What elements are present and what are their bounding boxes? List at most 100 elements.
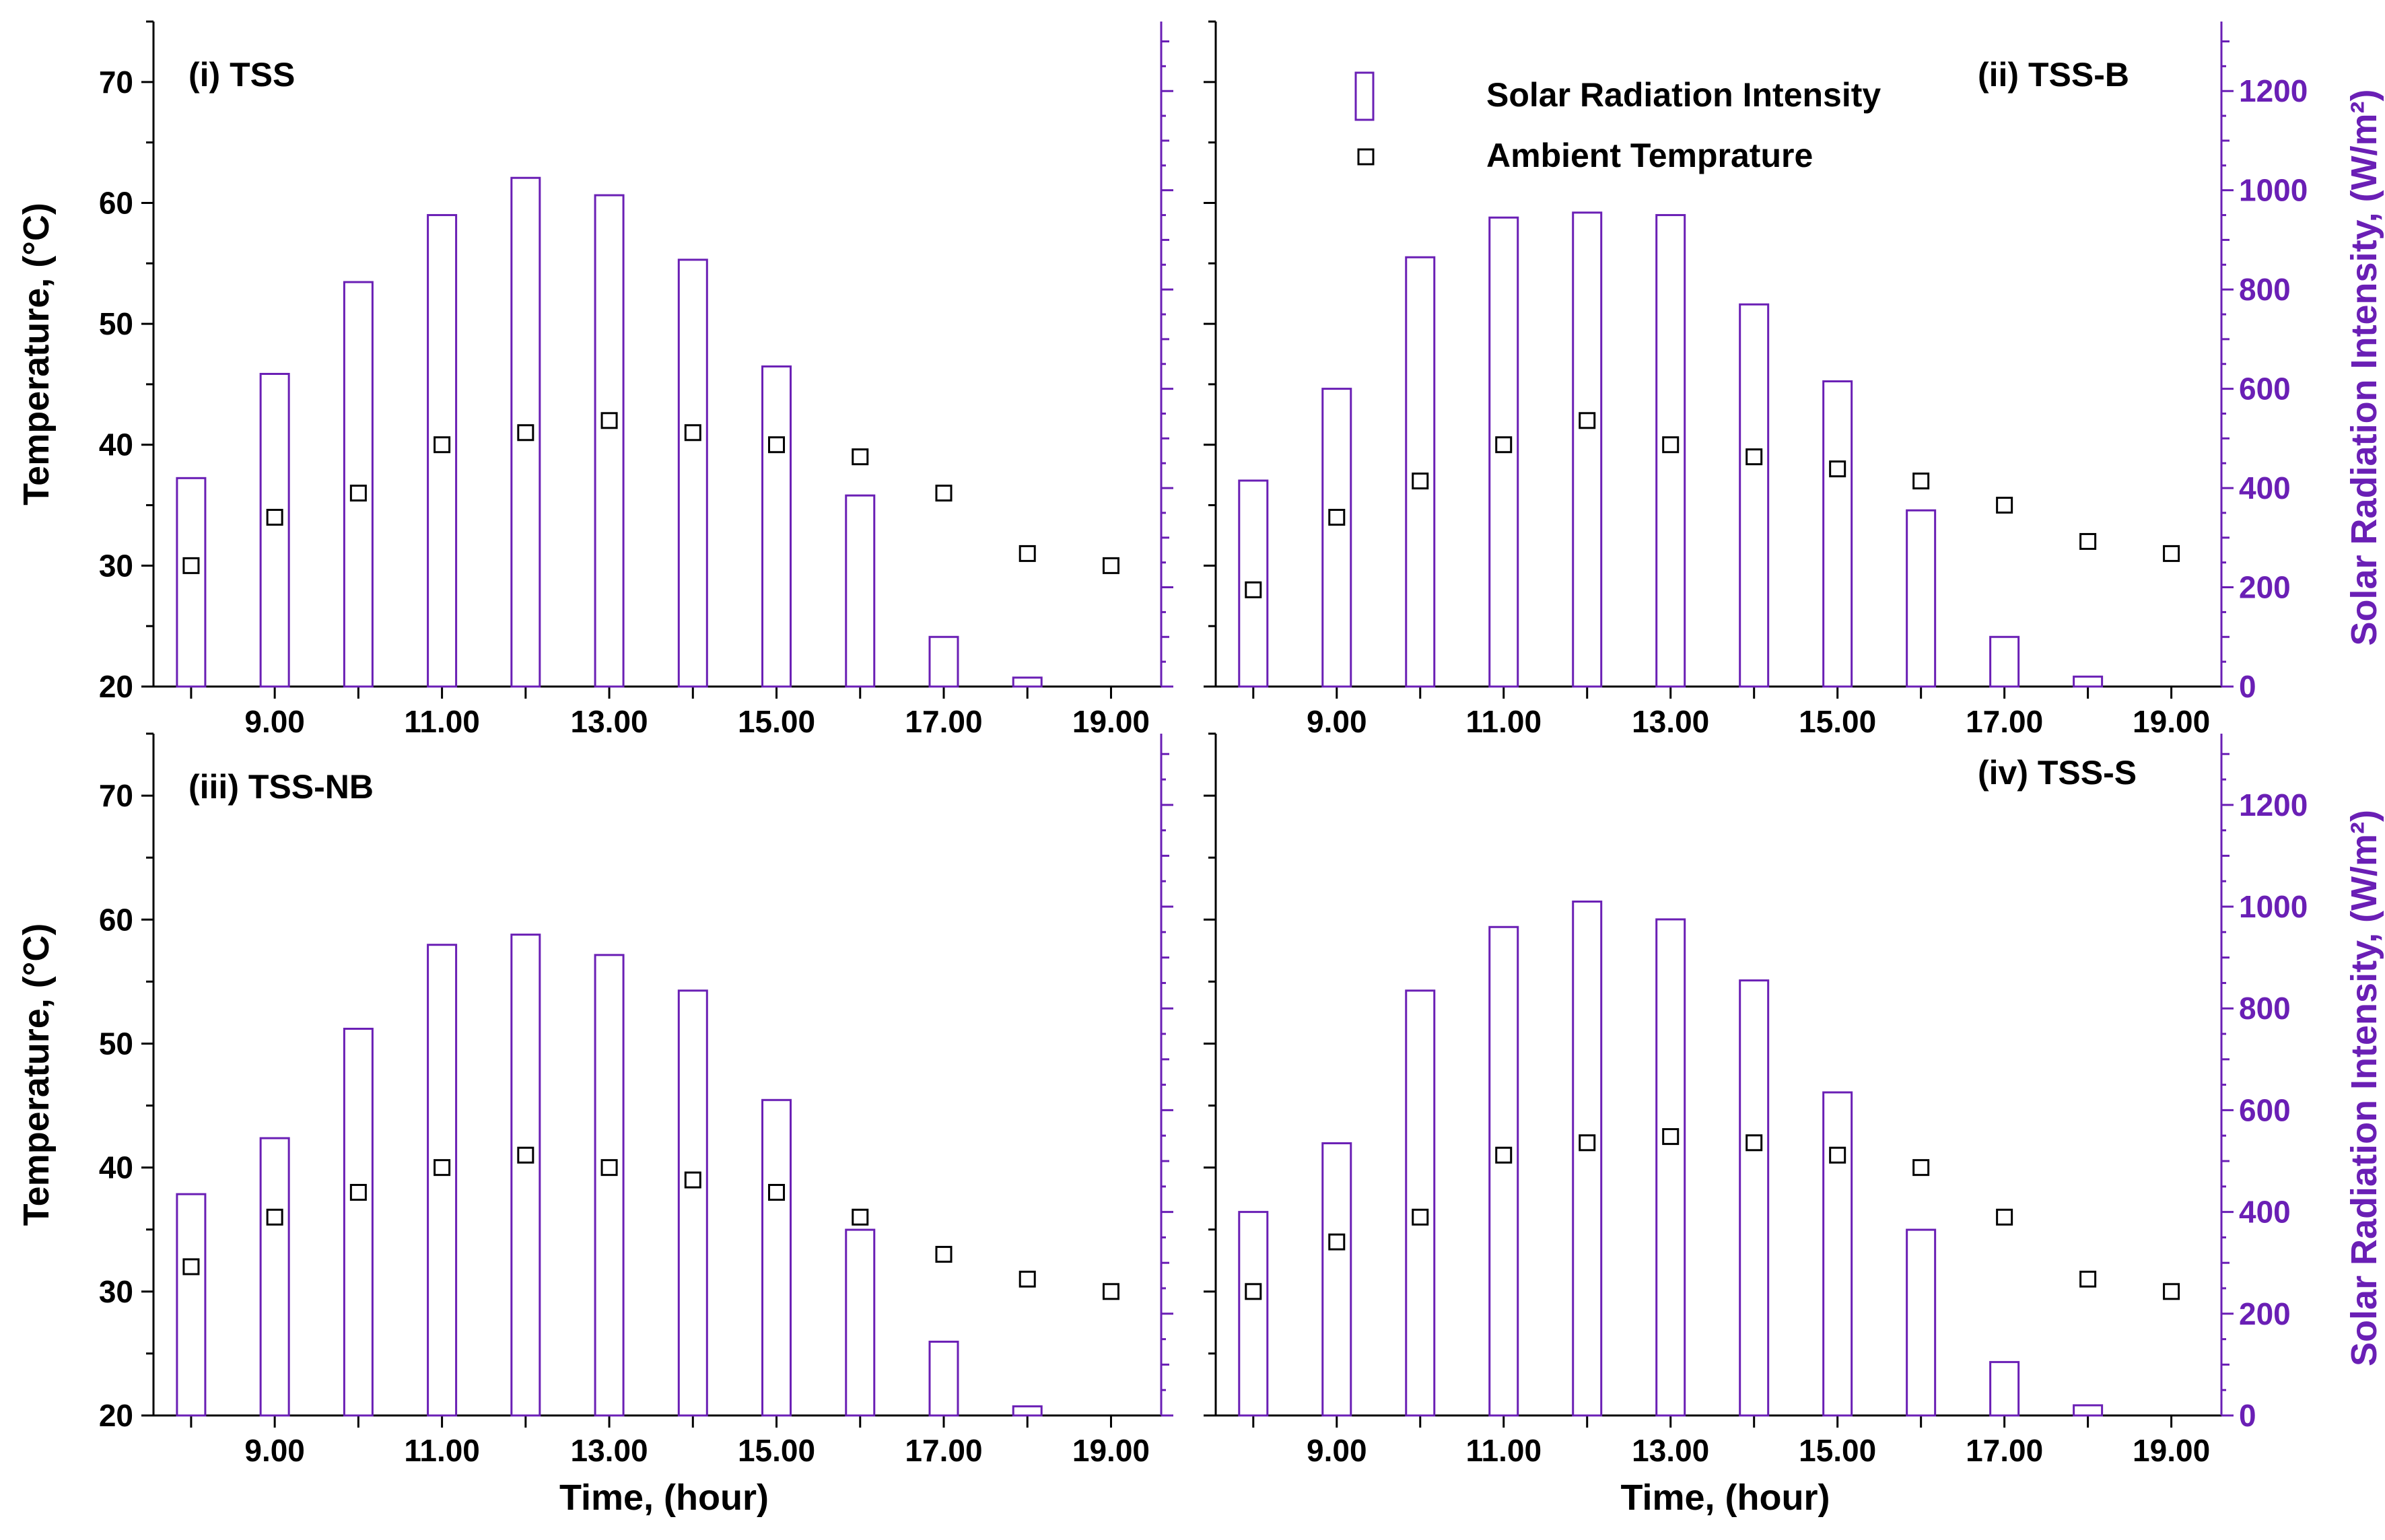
solar-bar	[176, 1193, 207, 1417]
temperature-marker	[935, 1246, 953, 1263]
temperature-marker	[182, 557, 200, 574]
temperature-marker	[768, 436, 786, 454]
solar-bar	[928, 1340, 959, 1417]
temperature-marker	[266, 1208, 283, 1226]
solar-bar	[1321, 1142, 1352, 1417]
solar-bar	[1405, 256, 1436, 688]
temperature-marker	[1912, 1159, 1930, 1177]
solar-bar	[427, 214, 458, 688]
panel-label: (iii) TSS-NB	[188, 768, 374, 806]
solar-bar	[1488, 216, 1519, 688]
solar-bar	[1739, 979, 1770, 1417]
temperature-marker	[1245, 581, 1262, 598]
solar-bar	[845, 494, 876, 688]
y-tick-label: 20	[99, 1398, 133, 1433]
y2-tick-label: 0	[2239, 669, 2256, 704]
y2-tick-label: 600	[2239, 1092, 2291, 1127]
temperature-marker	[1662, 1128, 1680, 1146]
temperature-marker	[2079, 532, 2097, 550]
temperature-marker	[1745, 448, 1763, 466]
temperature-marker	[517, 1146, 534, 1164]
temperature-marker	[2163, 545, 2180, 562]
y2-tick-label: 1000	[2239, 889, 2308, 924]
chart-panel-3: 20 30 40 50 60 70 9.00 11.00 13.00 15.00 17.00 19.0…	[16, 732, 1173, 1518]
temperature-marker	[434, 1159, 451, 1177]
solar-bar	[761, 1098, 792, 1417]
x-tick-label: 9.00	[244, 1433, 305, 1468]
panel-label: (iv) TSS-S	[1978, 754, 2137, 792]
solar-bar	[1739, 303, 1770, 688]
temperature-marker	[2079, 1270, 2097, 1288]
solar-bar	[259, 372, 290, 688]
solar-bar	[343, 281, 374, 688]
y2-tick-label: 600	[2239, 372, 2291, 407]
y-tick-label: 50	[99, 1026, 133, 1061]
panel-label: (ii) TSS-B	[1978, 56, 2129, 94]
solar-bar	[176, 477, 207, 688]
legend-marker-swatch	[1357, 148, 1375, 166]
x-tick-label: 19.00	[2133, 1433, 2210, 1468]
temperature-marker	[1495, 1146, 1513, 1164]
solar-bar	[1906, 509, 1937, 688]
x-tick-label: 17.00	[1966, 704, 2043, 739]
solar-bar	[594, 194, 625, 688]
temperature-marker	[768, 1183, 786, 1201]
y-tick-label: 50	[99, 306, 133, 341]
solar-bar	[427, 944, 458, 1417]
y-tick-label: 60	[99, 185, 133, 220]
x-tick-label: 13.00	[571, 704, 648, 739]
temperature-marker	[1996, 1208, 2013, 1226]
y2-tick-label: 400	[2239, 470, 2291, 505]
panel-label: (i) TSS	[188, 56, 295, 94]
solar-bar	[259, 1137, 290, 1417]
y2-tick-label: 400	[2239, 1195, 2291, 1230]
solar-bar	[1989, 635, 2020, 688]
x-tick-label: 15.00	[1799, 1433, 1876, 1468]
legend-bar-swatch	[1354, 71, 1375, 121]
temperature-marker	[182, 1258, 200, 1275]
solar-bar	[1572, 211, 1603, 688]
x-tick-label: 19.00	[1072, 704, 1150, 739]
x-axis-title: Time, (hour)	[1620, 1477, 1830, 1518]
temperature-marker	[1102, 1283, 1119, 1300]
solar-bar	[343, 1027, 374, 1417]
panels: 20 30 40 50 60 70 9.00 11.00 13.00 15.00 17.00 19.0…	[16, 20, 2384, 1518]
solar-bar	[1822, 1091, 1853, 1417]
temperature-marker	[1662, 436, 1680, 454]
y2-axis-title: Solar Radiation Intensity, (W/m²)	[2344, 89, 2384, 645]
x-tick-label: 17.00	[905, 1433, 982, 1468]
solar-bar	[677, 989, 708, 1417]
x-tick-label: 11.00	[404, 1433, 480, 1468]
solar-bar	[1405, 989, 1436, 1417]
solar-bar	[1238, 1211, 1269, 1417]
temperature-marker	[1245, 1283, 1262, 1300]
temperature-marker	[684, 424, 701, 442]
solar-bar	[2073, 1404, 2104, 1417]
temperature-marker	[1018, 545, 1036, 562]
solar-bar	[1012, 676, 1043, 688]
y-tick-label: 70	[99, 778, 133, 813]
x-tick-label: 13.00	[1632, 704, 1709, 739]
x-tick-label: 15.00	[738, 704, 815, 739]
solar-bar	[1321, 388, 1352, 688]
x-axis-title: Time, (hour)	[559, 1477, 769, 1518]
solar-bar	[761, 365, 792, 688]
y-axis-title: Temperature, (°C)	[16, 203, 57, 505]
legend: Solar Radiation Intensity Ambient Tempra…	[1354, 71, 1881, 174]
temperature-marker	[1018, 1270, 1036, 1288]
temperature-marker	[1579, 412, 1596, 429]
temperature-marker	[349, 485, 367, 502]
temperature-marker	[2163, 1283, 2180, 1300]
chart-panel-2: 0 200 400 600 800 1000 1200 9.00 11.00 13.00 15.00…	[1204, 20, 2384, 739]
y2-tick-label: 800	[2239, 991, 2291, 1026]
solar-bar	[1655, 918, 1686, 1417]
temperature-marker	[600, 412, 618, 429]
solar-bar	[1238, 479, 1269, 688]
legend-bar-label: Solar Radiation Intensity	[1486, 76, 1881, 114]
x-tick-label: 17.00	[905, 704, 982, 739]
temperature-marker	[600, 1159, 618, 1177]
temperature-marker	[1328, 509, 1346, 526]
solar-bar	[1822, 380, 1853, 688]
y-tick-label: 20	[99, 669, 133, 704]
